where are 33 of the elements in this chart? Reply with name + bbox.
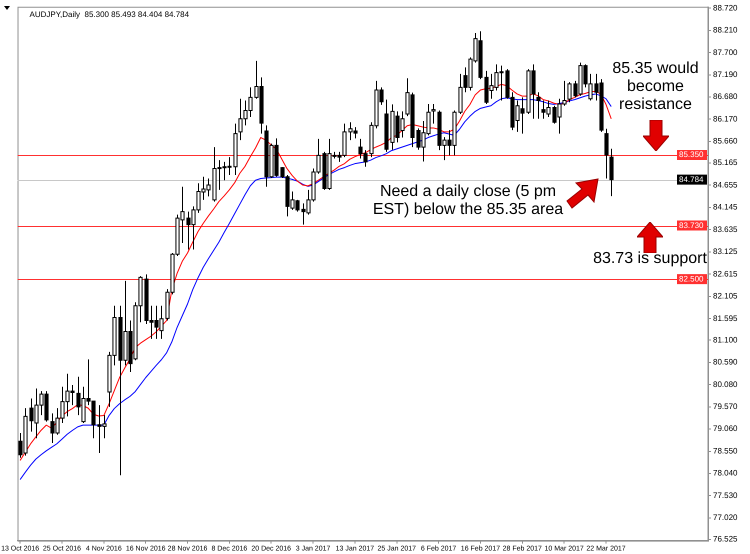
y-tick-label: 79.570 <box>713 402 738 412</box>
ref-line-label: 82.500 <box>679 274 704 284</box>
y-tick-label: 87.700 <box>713 48 738 57</box>
chart-title: AUDJPY,Daily 85.300 85.493 84.404 84.784 <box>30 10 190 20</box>
y-tick-label: 87.190 <box>713 70 738 79</box>
y-tick-label: 83.635 <box>713 224 738 234</box>
y-tick-label: 86.170 <box>713 114 738 124</box>
annotation: 83.73 is support <box>593 250 707 267</box>
y-tick-label: 78.040 <box>713 468 738 478</box>
y-tick-label: 81.595 <box>713 314 738 323</box>
y-tick-label: 76.525 <box>713 534 738 544</box>
y-tick-label: 77.530 <box>713 490 738 500</box>
y-tick-label: 82.615 <box>713 269 738 278</box>
y-tick-label: 85.165 <box>713 158 738 168</box>
annotation: 85.35 would become resistance <box>611 60 700 114</box>
y-tick-label: 78.550 <box>713 446 738 456</box>
ref-line-label: 85.350 <box>679 150 704 160</box>
ref-line-label: 84.784 <box>679 174 704 184</box>
y-tick-label: 86.680 <box>713 92 738 102</box>
y-tick-label: 80.080 <box>713 380 738 389</box>
y-tick-label: 80.590 <box>713 358 738 367</box>
y-tick-label: 88.720 <box>713 3 738 12</box>
y-tick-label: 83.125 <box>713 247 738 256</box>
y-tick-label: 88.210 <box>713 26 738 35</box>
y-tick-label: 84.145 <box>713 202 738 212</box>
y-tick-label: 79.060 <box>713 424 738 434</box>
annotation: Need a daily close (5 pm EST) below the 85.35 area <box>372 183 564 219</box>
ref-line-label: 83.730 <box>679 220 704 230</box>
y-tick-label: 82.105 <box>713 292 738 301</box>
y-tick-label: 84.655 <box>713 180 738 190</box>
y-tick-label: 85.660 <box>713 136 738 146</box>
y-tick-label: 77.020 <box>713 513 738 522</box>
y-tick-label: 81.100 <box>713 335 738 344</box>
